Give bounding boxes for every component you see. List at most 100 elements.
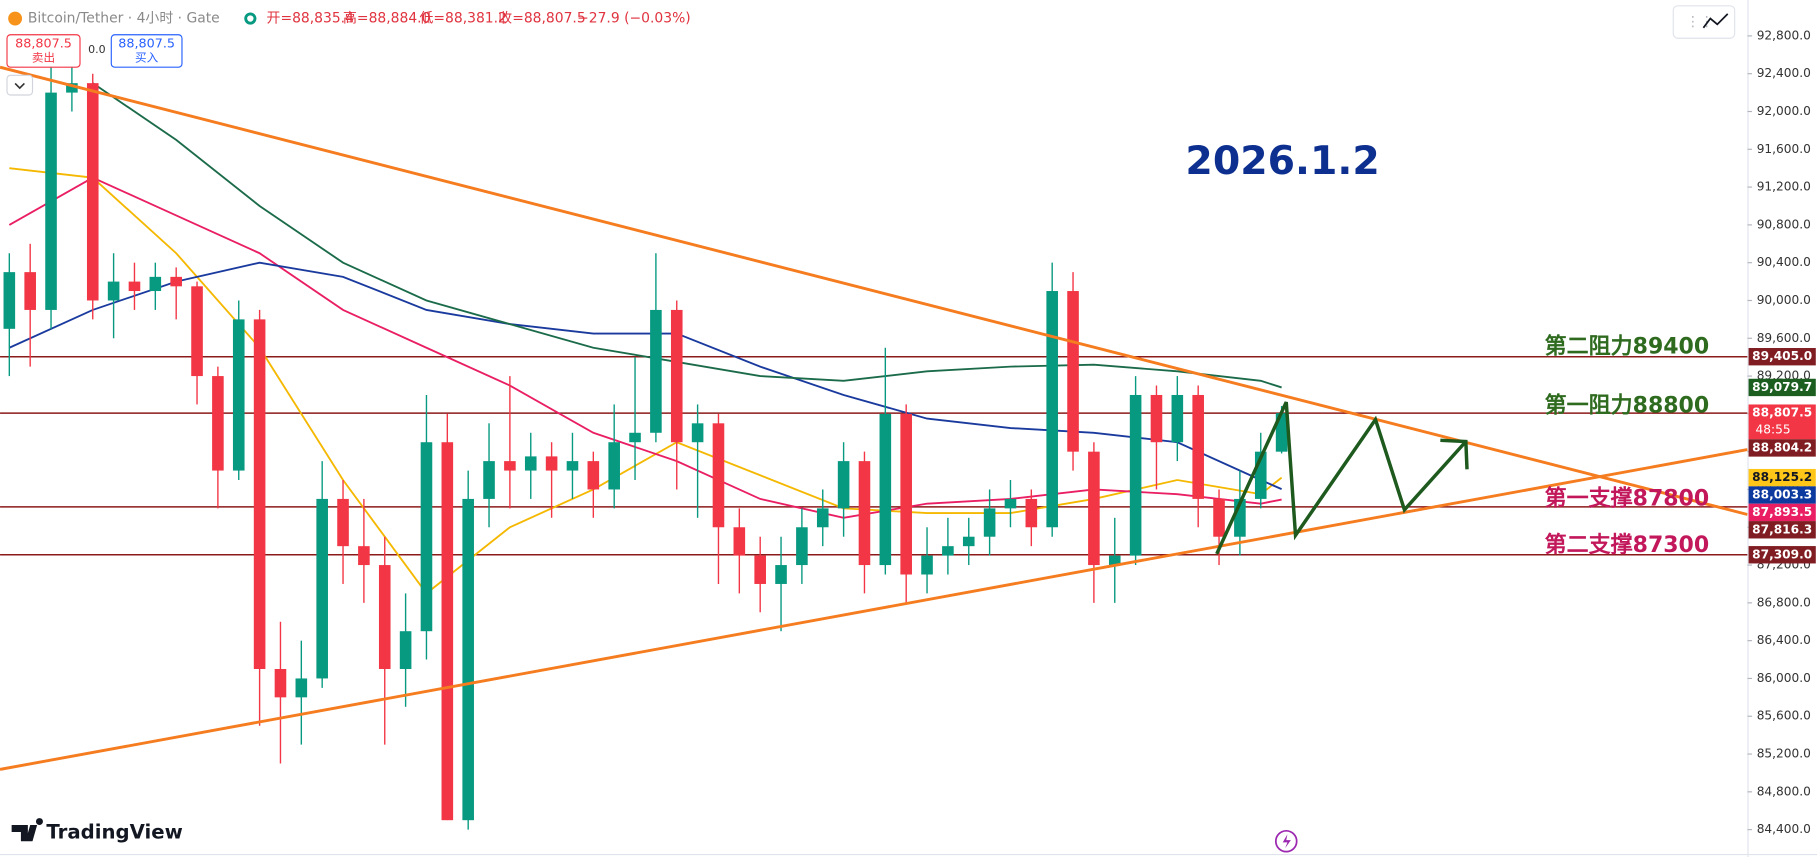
- candle-body: [253, 319, 266, 669]
- collapse-icon[interactable]: [14, 82, 25, 90]
- candle-body: [796, 527, 808, 566]
- y-tick-label: 85,600.0: [1757, 709, 1811, 723]
- collapse-button[interactable]: [6, 74, 34, 96]
- trend-line: [0, 448, 1748, 771]
- symbol: Bitcoin/Tether · 4小时 · Gate: [28, 11, 220, 27]
- candle-body: [483, 461, 495, 499]
- candle-body: [149, 276, 162, 292]
- candle-body: [524, 456, 537, 471]
- brand-logo: TradingView: [11, 818, 183, 844]
- price-label-box: [1748, 348, 1816, 366]
- annotation: 第二阻力89400: [1545, 334, 1710, 360]
- y-tick-label: 92,400.0: [1757, 66, 1811, 80]
- candle-body: [337, 498, 349, 547]
- candle-body: [1150, 394, 1163, 443]
- y-tick-label: 86,400.0: [1757, 633, 1811, 647]
- arrow-head: [1440, 438, 1469, 470]
- sell-button[interactable]: 88,807.5 卖出: [6, 34, 81, 68]
- candle-body: [879, 413, 892, 566]
- ohlc-high: 高=88,884.0: [343, 10, 430, 27]
- status-dot: [244, 12, 257, 25]
- candle-body: [1213, 498, 1225, 537]
- price-label-box: [1748, 486, 1816, 504]
- candle-body: [462, 498, 474, 821]
- candle-body: [1088, 451, 1100, 566]
- candle-body: [816, 508, 829, 528]
- event-bolt[interactable]: [1282, 834, 1291, 849]
- price-label-box: [1748, 546, 1816, 564]
- drag-handle[interactable]: ⋮⋮: [1686, 14, 1714, 30]
- price-label: 87,816.3: [1752, 522, 1812, 536]
- candle-body: [358, 546, 370, 566]
- candle-body: [1108, 555, 1121, 566]
- ohlc-change: −27.9 (−0.03%): [577, 11, 691, 27]
- price-label: 89,079.7: [1752, 380, 1812, 394]
- y-tick-label: 91,600.0: [1757, 142, 1811, 156]
- spread: 0.0: [88, 43, 106, 56]
- buy-price[interactable]: 88,807.5: [118, 37, 175, 52]
- candle-body: [608, 442, 620, 490]
- plot-area: [0, 54, 1748, 830]
- annotation: 第一支撑87800: [1545, 485, 1710, 511]
- candle-body: [837, 461, 850, 509]
- candle-body: [858, 461, 871, 566]
- y-tick-label: 90,400.0: [1757, 255, 1811, 269]
- ohlc-close: 收=88,807.5: [498, 11, 585, 27]
- candle-body: [587, 461, 600, 490]
- price-label: 89,405.0: [1752, 349, 1812, 363]
- candle-body: [378, 565, 391, 669]
- candle-body: [1129, 394, 1142, 556]
- candle-body: [66, 83, 78, 93]
- price-label: 88,807.5: [1752, 406, 1812, 420]
- candle-body: [754, 555, 766, 584]
- buy-label[interactable]: 买入: [135, 50, 159, 64]
- price-label-box: [1748, 521, 1816, 539]
- chart-style-icon[interactable]: [1702, 13, 1729, 29]
- candle-body: [316, 498, 328, 679]
- candle-body: [900, 413, 912, 575]
- price-label: 88,125.2: [1752, 470, 1812, 484]
- candle-body: [232, 319, 245, 471]
- toolbar[interactable]: [1672, 5, 1736, 39]
- buy-box[interactable]: [110, 34, 183, 68]
- candle-body: [545, 456, 558, 471]
- price-label-box: [1748, 378, 1816, 397]
- buy-button[interactable]: 88,807.5 买入: [110, 34, 183, 68]
- candle-body: [170, 276, 182, 287]
- y-tick-label: 92,800.0: [1757, 28, 1811, 42]
- candle-body: [441, 442, 454, 821]
- candle-body: [1046, 291, 1058, 528]
- ma-line: [92, 82, 1282, 389]
- candle-body: [1192, 394, 1204, 499]
- annotation: 第一阻力88800: [1545, 393, 1710, 419]
- candle-body: [712, 423, 725, 528]
- candle-body: [24, 272, 36, 310]
- candle-body: [670, 309, 683, 443]
- sell-price[interactable]: 88,807.5: [15, 37, 72, 52]
- price-axis: 84,400.0 84,800.0 85,200.0 85,600.0 86,000.0…: [1747, 28, 1816, 836]
- candle-body: [775, 565, 787, 584]
- y-tick-label: 90,000.0: [1757, 293, 1811, 307]
- candle-body: [942, 546, 954, 556]
- y-tick-label: 89,600.0: [1757, 331, 1811, 345]
- candle-body: [1067, 291, 1079, 452]
- candle-body: [212, 376, 224, 471]
- candle-body: [295, 678, 308, 698]
- price-label-box: [1748, 439, 1816, 457]
- ohlc-low: 低=88,381.2: [420, 11, 507, 27]
- candle-body: [983, 508, 996, 537]
- y-tick-label: 92,000.0: [1757, 104, 1811, 118]
- y-tick-label: 84,400.0: [1757, 822, 1811, 836]
- candle-body: [1275, 413, 1288, 452]
- candle-body: [962, 536, 975, 547]
- candle-body: [566, 461, 579, 471]
- y-tick-label: 84,800.0: [1757, 784, 1811, 798]
- candle-body: [274, 668, 287, 698]
- candle-body: [1004, 498, 1017, 509]
- sell-label[interactable]: 卖出: [32, 50, 55, 64]
- candle-body: [191, 286, 203, 377]
- symbol-icon: [8, 11, 23, 26]
- sell-box[interactable]: [6, 34, 81, 68]
- candle-body: [1171, 394, 1184, 443]
